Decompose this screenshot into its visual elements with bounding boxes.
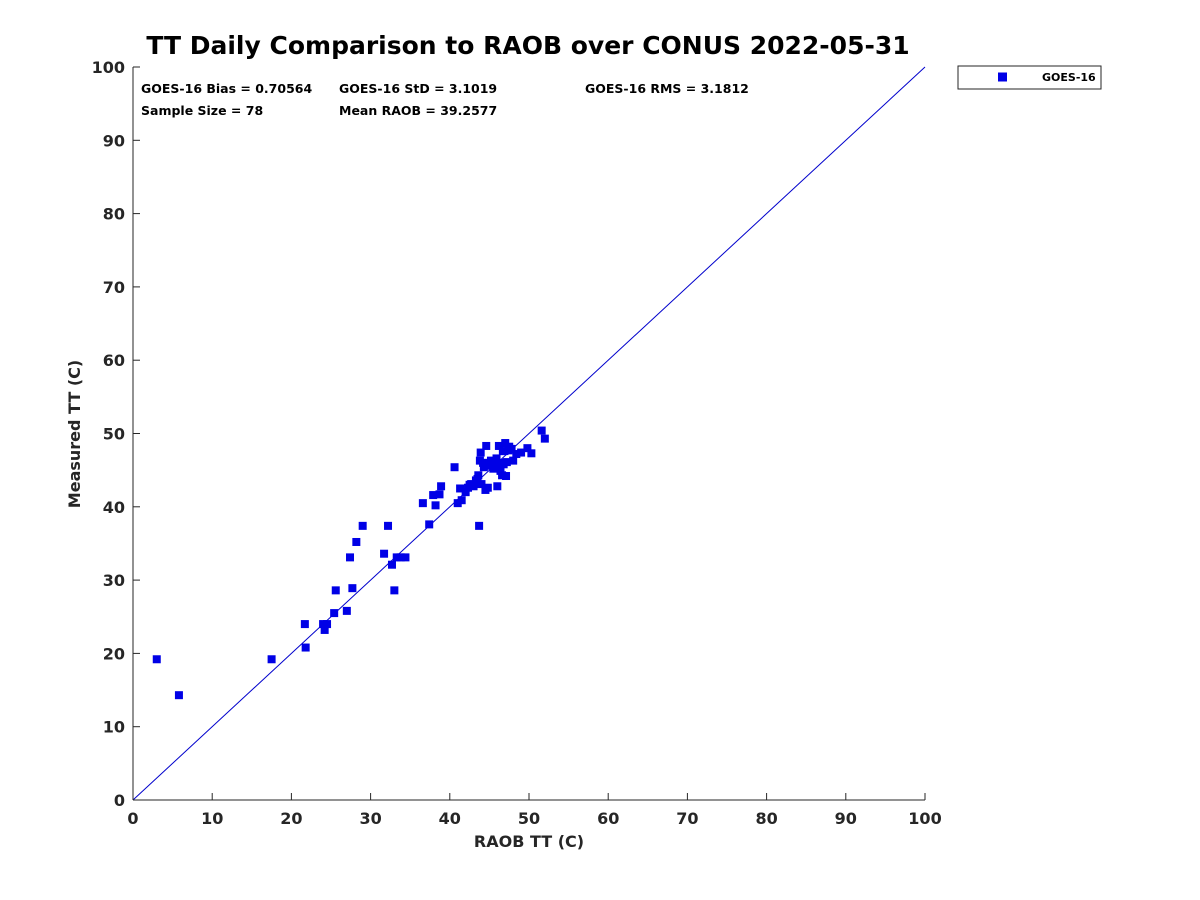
y-tick-label: 10	[103, 718, 125, 737]
x-axis-ticks: 0 10 20 30 40 50 60 70 80 90 100	[127, 793, 942, 828]
data-point	[358, 521, 367, 530]
data-point	[477, 480, 486, 489]
y-tick-label: 70	[103, 278, 125, 297]
data-point	[493, 482, 502, 491]
data-point	[482, 441, 491, 450]
data-point	[152, 655, 161, 664]
x-tick-label: 70	[676, 809, 698, 828]
data-point	[502, 458, 511, 467]
x-tick-label: 40	[439, 809, 461, 828]
data-point	[437, 482, 446, 491]
one-to-one-reference-line	[132, 66, 926, 801]
stat-mean-raob: Mean RAOB = 39.2577	[339, 103, 497, 118]
y-tick-label: 60	[103, 351, 125, 370]
data-point	[425, 520, 434, 529]
data-point	[429, 491, 438, 500]
data-point	[352, 537, 361, 546]
data-point	[323, 620, 332, 629]
data-point	[396, 553, 405, 562]
data-point	[348, 584, 357, 593]
y-tick-label: 40	[103, 498, 125, 517]
data-point	[435, 490, 444, 499]
data-point	[540, 434, 549, 443]
data-point	[390, 586, 399, 595]
data-point	[483, 483, 492, 492]
data-point	[342, 606, 351, 615]
legend-box	[957, 65, 1102, 90]
data-point	[512, 450, 521, 459]
data-point	[494, 441, 503, 450]
y-axis-ticks: 0 10 20 30 40 50 60 70 80 90 100	[92, 58, 140, 810]
data-point	[498, 447, 507, 456]
y-tick-label: 50	[103, 425, 125, 444]
data-point	[517, 448, 526, 457]
x-axis-label: RAOB TT (C)	[474, 832, 584, 851]
data-point	[496, 466, 505, 475]
data-point	[489, 464, 498, 473]
data-point	[331, 586, 340, 595]
data-point	[527, 449, 536, 458]
data-points	[152, 426, 549, 700]
legend-entry-label: GOES-16	[1042, 71, 1096, 84]
data-point	[492, 454, 501, 463]
stats-annotations: GOES-16 Bias = 0.70564 GOES-16 StD = 3.1…	[141, 81, 749, 118]
data-point	[174, 691, 183, 700]
data-point	[497, 458, 506, 467]
x-tick-label: 10	[201, 809, 223, 828]
x-tick-label: 0	[127, 809, 138, 828]
y-axis-label: Measured TT (C)	[65, 360, 84, 508]
data-point	[346, 553, 355, 562]
data-point	[267, 655, 276, 664]
data-point	[300, 620, 309, 629]
data-point	[456, 484, 465, 493]
data-point	[320, 625, 329, 634]
legend-marker-square	[998, 72, 1007, 82]
x-tick-label: 50	[518, 809, 540, 828]
data-point	[505, 442, 514, 451]
x-tick-label: 30	[359, 809, 381, 828]
data-point	[384, 521, 393, 530]
y-tick-label: 80	[103, 205, 125, 224]
y-tick-label: 90	[103, 131, 125, 150]
data-point	[401, 553, 410, 562]
data-point	[380, 549, 389, 558]
data-point	[483, 461, 492, 470]
stat-bias: GOES-16 Bias = 0.70564	[141, 81, 312, 96]
stat-rms: GOES-16 RMS = 3.1812	[585, 81, 749, 96]
data-point	[301, 643, 310, 652]
stat-std: GOES-16 StD = 3.1019	[339, 81, 497, 96]
data-point	[457, 496, 466, 505]
data-point	[418, 499, 427, 508]
data-point	[537, 426, 546, 435]
data-point	[476, 448, 485, 457]
x-tick-label: 80	[755, 809, 777, 828]
data-point	[431, 501, 440, 510]
data-point	[473, 474, 482, 483]
y-tick-label: 100	[92, 58, 125, 77]
y-tick-label: 30	[103, 571, 125, 590]
x-tick-label: 20	[280, 809, 302, 828]
data-point	[509, 456, 518, 465]
x-tick-label: 60	[597, 809, 619, 828]
chart-title: TT Daily Comparison to RAOB over CONUS 2…	[146, 31, 909, 60]
y-tick-label: 20	[103, 644, 125, 663]
data-point	[523, 444, 532, 453]
stat-sample-size: Sample Size = 78	[141, 103, 263, 118]
x-tick-label: 100	[908, 809, 941, 828]
data-point	[465, 480, 474, 489]
plot-area: 0 10 20 30 40 50 60 70 80 90 100 0 10 20 30 40 50 60 70 80…	[92, 58, 942, 828]
data-point	[330, 609, 339, 618]
data-point	[450, 463, 459, 472]
legend: GOES-16	[957, 65, 1102, 90]
data-point	[475, 521, 484, 530]
x-tick-label: 90	[835, 809, 857, 828]
y-tick-label: 0	[114, 791, 125, 810]
data-point	[461, 488, 470, 497]
data-point	[502, 472, 511, 481]
data-point	[387, 560, 396, 569]
